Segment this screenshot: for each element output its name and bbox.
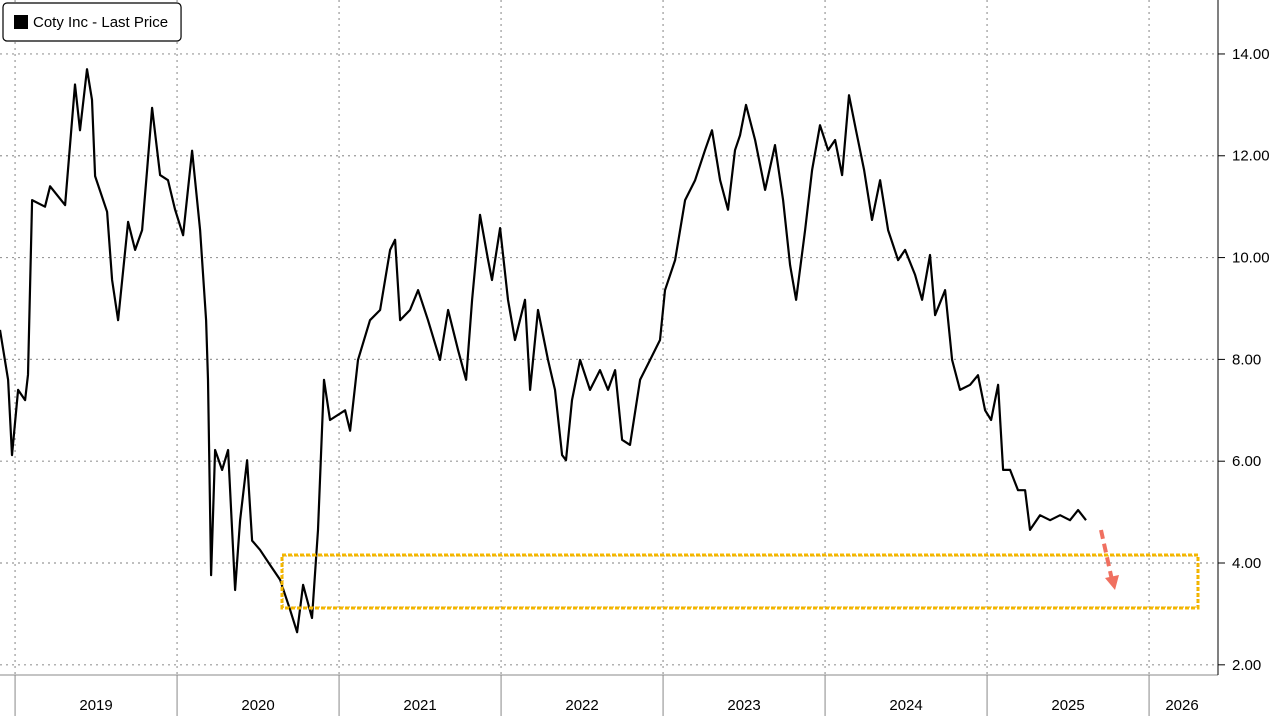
x-tick-label: 2025 <box>1051 697 1084 714</box>
x-tick-label: 2024 <box>889 697 922 714</box>
arrow-head <box>1105 575 1119 590</box>
legend-swatch <box>14 15 28 29</box>
x-tick-label: 2023 <box>727 697 760 714</box>
x-tick-label: 2021 <box>403 697 436 714</box>
legend-box <box>2 2 182 42</box>
y-tick-label: 14.00 <box>1232 46 1270 63</box>
legend-label: Coty Inc - Last Price <box>33 14 168 31</box>
y-tick-label: 8.00 <box>1232 351 1261 368</box>
y-tick-label: 10.00 <box>1232 250 1270 267</box>
x-tick-label: 2019 <box>79 697 112 714</box>
highlight-box <box>280 553 1200 610</box>
arrow <box>1099 529 1119 590</box>
y-tick-label: 6.00 <box>1232 453 1261 470</box>
x-tick-label: 2020 <box>241 697 274 714</box>
price-line <box>0 68 1087 634</box>
x-tick-label: 2026 <box>1165 697 1198 714</box>
y-tick-label: 2.00 <box>1232 657 1261 674</box>
arrow-shaft <box>1099 529 1114 581</box>
y-tick-label: 12.00 <box>1232 148 1270 165</box>
legend: Coty Inc - Last Price <box>2 2 182 42</box>
y-tick-label: 4.00 <box>1232 555 1261 572</box>
highlight-box-inner <box>282 555 1198 608</box>
x-tick-label: 2022 <box>565 697 598 714</box>
